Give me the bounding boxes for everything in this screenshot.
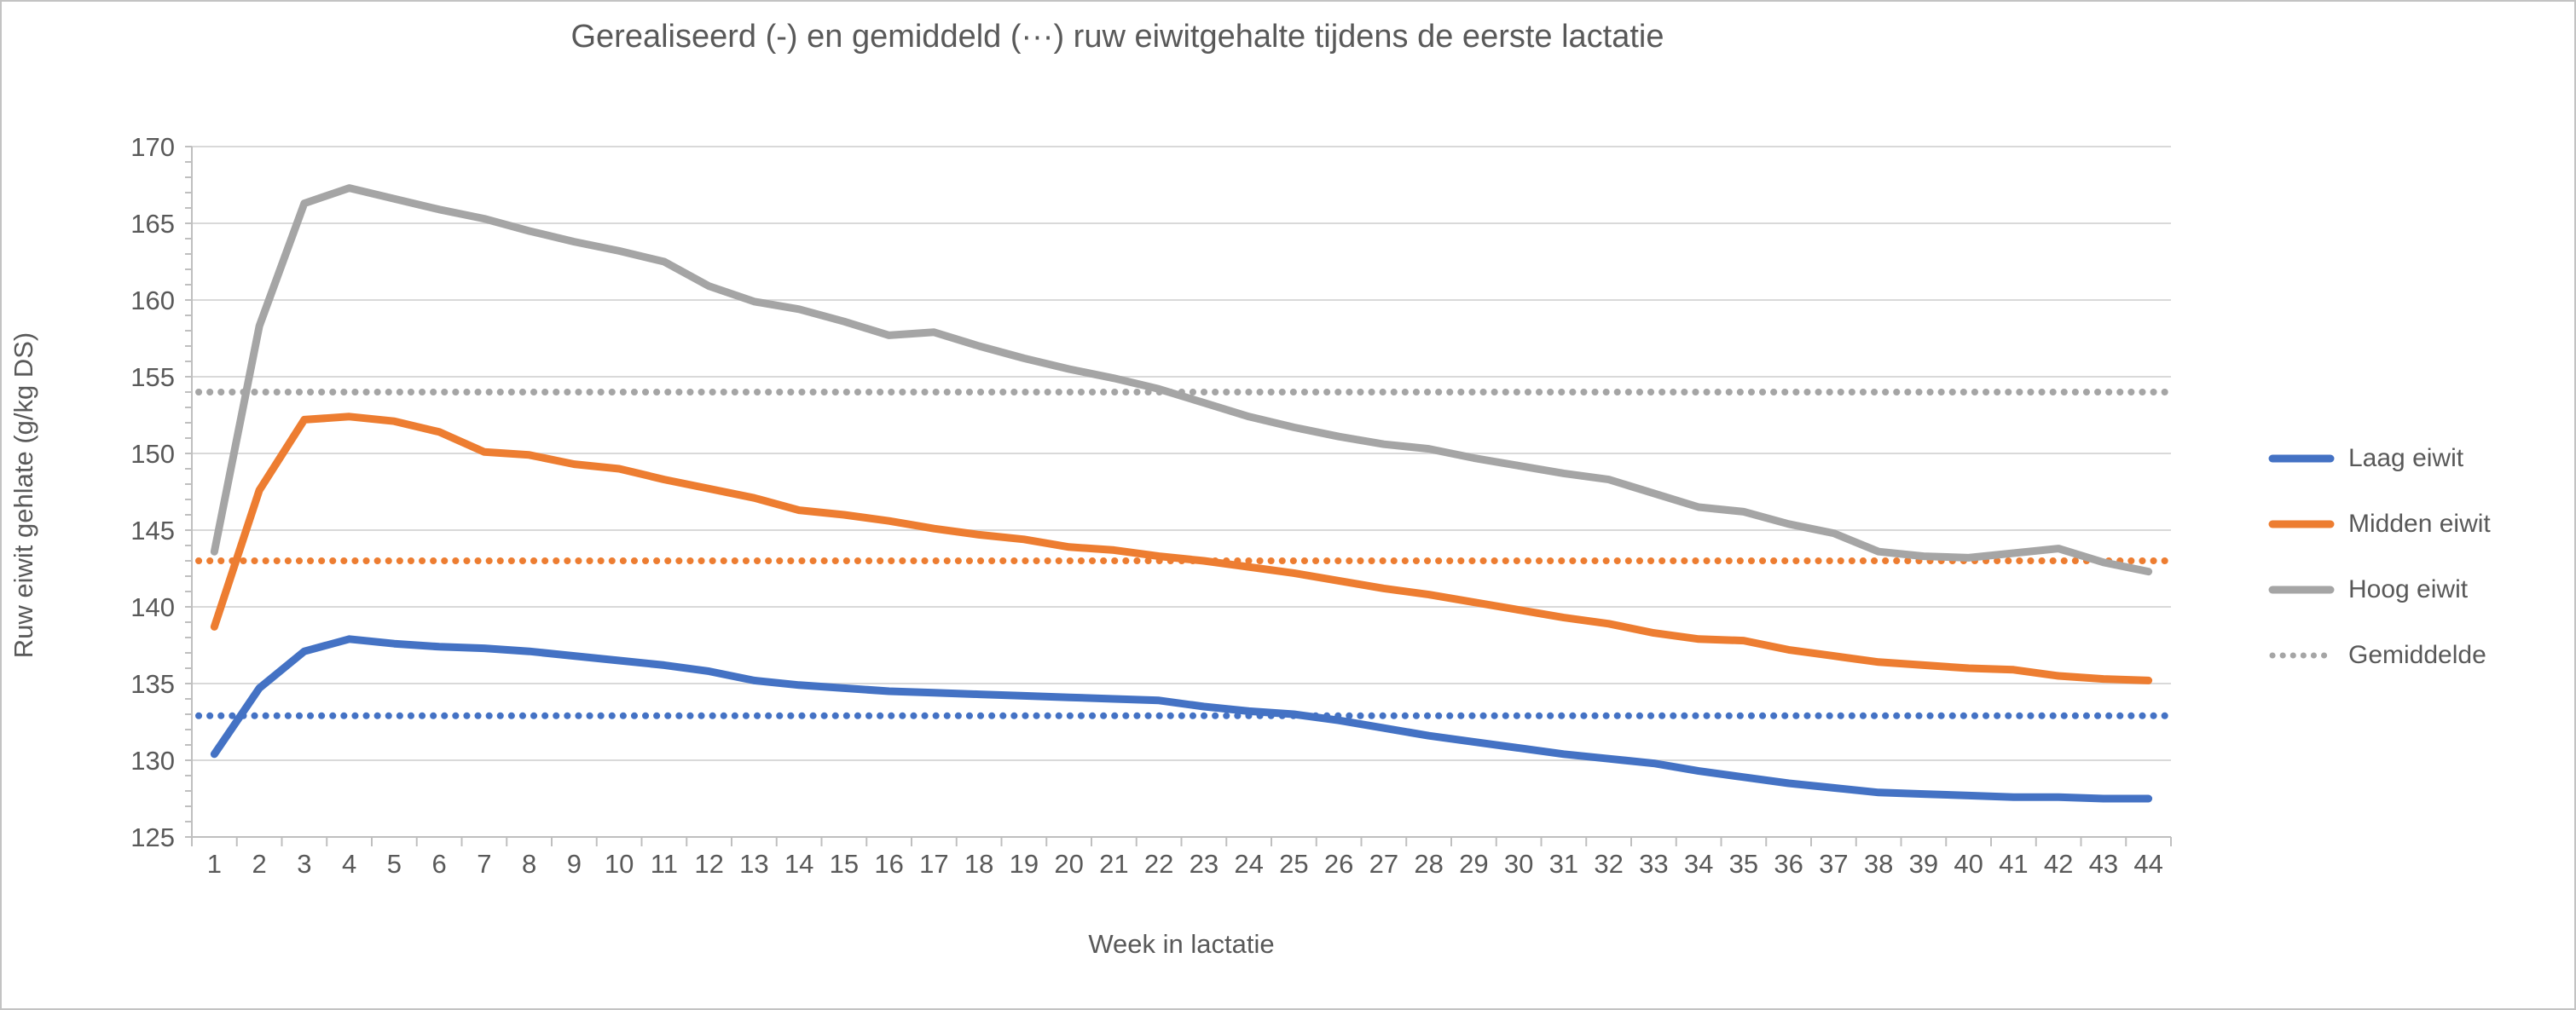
- x-tick-label: 22: [1144, 849, 1173, 879]
- y-tick-label: 160: [130, 286, 175, 315]
- x-tick-label: 20: [1054, 849, 1083, 879]
- x-tick-label: 5: [387, 849, 402, 879]
- series-line-laag-eiwit: [210, 635, 2153, 803]
- legend-label: Gemiddelde: [2348, 641, 2486, 669]
- x-tick-label: 37: [1819, 849, 1848, 879]
- x-tick-label: 13: [739, 849, 768, 879]
- x-tick-label: 23: [1190, 849, 1219, 879]
- x-tick-label: 35: [1729, 849, 1758, 879]
- x-tick-label: 14: [784, 849, 813, 879]
- x-tick-label: 10: [605, 849, 634, 879]
- y-tick-label: 140: [130, 592, 175, 622]
- series-line-hoog-eiwit: [210, 184, 2153, 576]
- legend-label: Midden eiwit: [2348, 510, 2491, 538]
- x-axis-title: Week in lactatie: [1088, 929, 1275, 959]
- y-tick-label: 170: [130, 132, 175, 162]
- legend-item-midden-eiwit: Midden eiwit: [2268, 507, 2491, 541]
- x-tick-label: 6: [432, 849, 447, 879]
- y-tick-label: 145: [130, 516, 175, 545]
- legend-item-gemiddelde: Gemiddelde: [2268, 638, 2486, 672]
- x-tick-label: 28: [1414, 849, 1443, 879]
- x-tick-label: 44: [2133, 849, 2162, 879]
- x-tick-label: 7: [477, 849, 491, 879]
- legend-label: Hoog eiwit: [2348, 575, 2469, 603]
- x-tick-label: 24: [1234, 849, 1263, 879]
- x-tick-label: 18: [964, 849, 993, 879]
- x-tick-label: 32: [1594, 849, 1623, 879]
- legend-label: Laag eiwit: [2348, 444, 2464, 472]
- x-tick-label: 30: [1504, 849, 1533, 879]
- x-tick-label: 29: [1459, 849, 1488, 879]
- y-tick-label: 135: [130, 669, 175, 699]
- x-tick-label: 42: [2044, 849, 2073, 879]
- x-tick-label: 43: [2089, 849, 2118, 879]
- x-tick-label: 26: [1324, 849, 1353, 879]
- x-tick-label: 27: [1369, 849, 1398, 879]
- x-tick-label: 17: [919, 849, 948, 879]
- series-line-midden-eiwit: [210, 413, 2153, 684]
- x-tick-label: 16: [874, 849, 903, 879]
- x-tick-label: 38: [1864, 849, 1893, 879]
- legend-item-laag-eiwit: Laag eiwit: [2268, 442, 2463, 476]
- x-tick-label: 25: [1279, 849, 1308, 879]
- x-tick-label: 12: [694, 849, 723, 879]
- y-tick-label: 125: [130, 822, 175, 852]
- x-tick-label: 34: [1684, 849, 1713, 879]
- legend-item-hoog-eiwit: Hoog eiwit: [2268, 573, 2468, 607]
- x-tick-label: 36: [1774, 849, 1803, 879]
- x-tick-label: 19: [1010, 849, 1039, 879]
- y-tick-label: 130: [130, 746, 175, 776]
- x-tick-label: 21: [1099, 849, 1128, 879]
- x-tick-label: 2: [252, 849, 267, 879]
- x-tick-label: 40: [1954, 849, 1983, 879]
- x-tick-label: 39: [1909, 849, 1938, 879]
- x-tick-label: 11: [651, 849, 678, 879]
- y-tick-label: 155: [130, 362, 175, 392]
- x-tick-label: 4: [342, 849, 356, 879]
- y-tick-label: 165: [130, 209, 175, 239]
- chart-title: Gerealiseerd (-) en gemiddeld (···) ruw …: [570, 19, 1664, 55]
- legend: Laag eiwit Midden eiwit Hoog eiwit Gemiddel…: [2261, 2, 2574, 1008]
- y-tick-label: 150: [130, 439, 175, 469]
- x-tick-label: 41: [1999, 849, 2028, 879]
- x-tick-label: 15: [830, 849, 859, 879]
- x-tick-label: 3: [297, 849, 311, 879]
- x-tick-label: 8: [522, 849, 536, 879]
- x-tick-label: 1: [207, 849, 222, 879]
- x-tick-label: 31: [1549, 849, 1578, 879]
- x-tick-label: 33: [1639, 849, 1668, 879]
- x-tick-label: 9: [567, 849, 582, 879]
